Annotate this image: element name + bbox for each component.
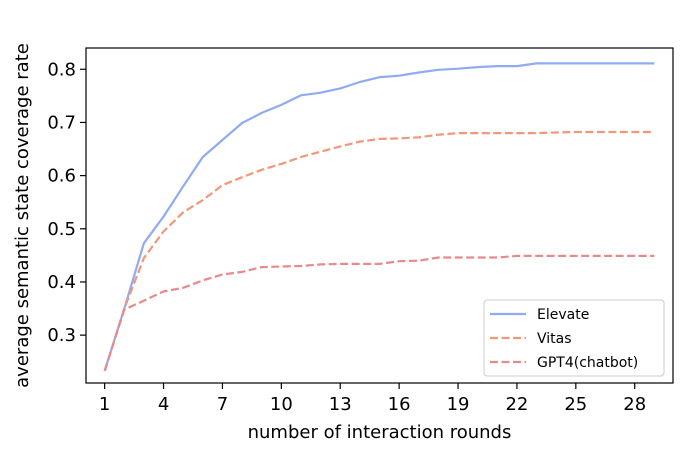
x-tick-label: 25 (564, 394, 587, 415)
y-axis-ticks: 0.3 0.4 0.5 0.6 0.7 0.8 (47, 59, 86, 346)
x-tick-label: 10 (270, 394, 293, 415)
y-tick-label: 0.4 (47, 272, 76, 293)
y-tick-label: 0.8 (47, 59, 76, 80)
x-tick-label: 22 (505, 394, 528, 415)
legend-label: Elevate (537, 307, 589, 323)
x-tick-label: 7 (217, 394, 228, 415)
x-tick-label: 19 (447, 394, 470, 415)
legend-box (483, 299, 665, 377)
y-tick-label: 0.7 (47, 112, 76, 133)
x-tick-label: 16 (388, 394, 411, 415)
y-tick-label: 0.6 (47, 166, 76, 187)
legend: Elevate Vitas GPT4(chatbot) (483, 299, 665, 377)
series-line-vitas (103, 130, 655, 372)
series-line-elevate (103, 62, 655, 372)
x-tick-label: 4 (158, 394, 169, 415)
x-axis-label: number of interaction rounds (248, 422, 512, 443)
legend-label: GPT4(chatbot) (537, 355, 638, 371)
y-tick-label: 0.5 (47, 219, 76, 240)
plot-layer (103, 62, 655, 372)
plot-frame (85, 47, 674, 384)
x-tick-label: 13 (329, 394, 352, 415)
x-axis-ticks: 1 4 7 10 13 16 19 22 25 28 (99, 383, 646, 415)
y-axis-label: average semantic state coverage rate (12, 43, 33, 388)
x-tick-label: 1 (99, 394, 110, 415)
x-tick-label: 28 (623, 394, 646, 415)
legend-label: Vitas (537, 331, 572, 347)
y-tick-label: 0.3 (47, 325, 76, 346)
series-line-gpt4-chatbot (103, 254, 655, 372)
